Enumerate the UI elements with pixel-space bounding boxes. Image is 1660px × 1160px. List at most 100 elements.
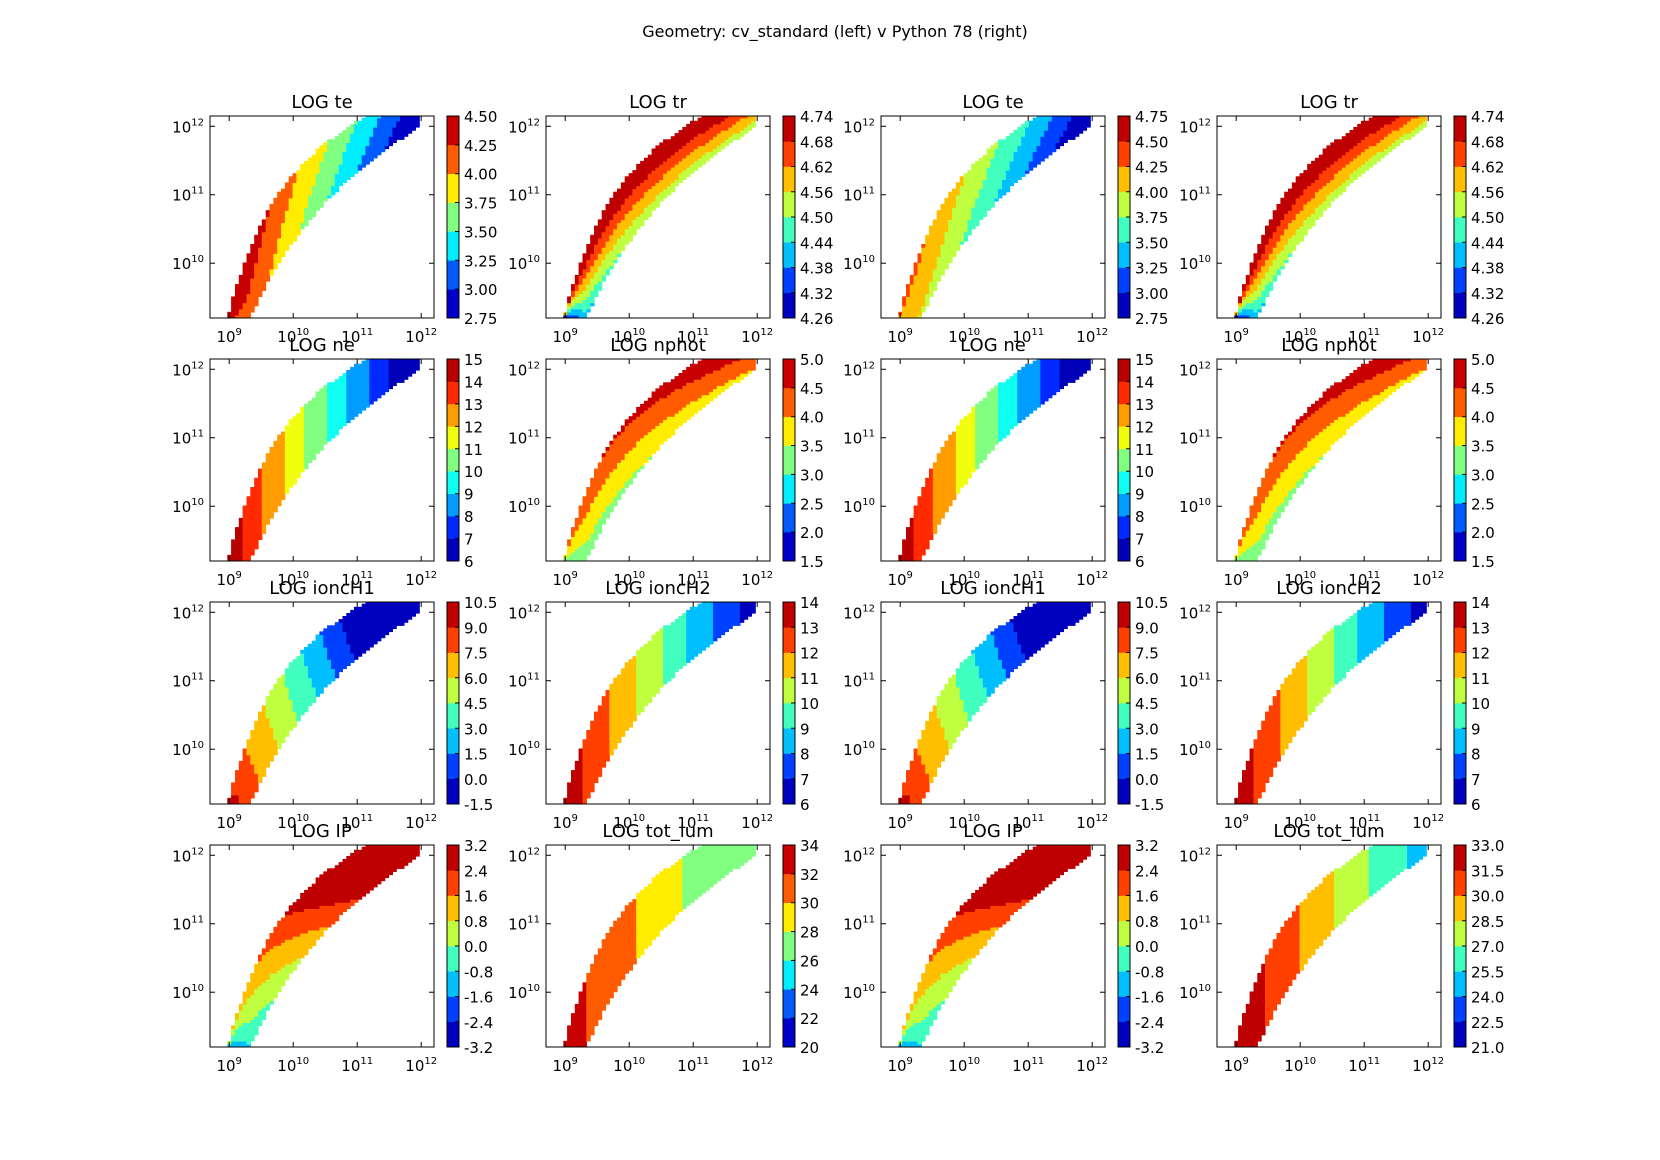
field-cell (982, 170, 988, 174)
field-cell (323, 179, 328, 183)
field-cell (1272, 237, 1278, 242)
field-cell (254, 299, 259, 304)
field-cell (921, 274, 926, 279)
field-cell (1245, 284, 1251, 288)
field-cell (670, 142, 676, 147)
field-cell (655, 170, 660, 174)
field-cell (346, 139, 351, 143)
field-cell (277, 194, 282, 199)
field-cell (334, 388, 340, 393)
field-cell (250, 247, 255, 251)
field-cell (1330, 182, 1335, 187)
field-cell (1334, 148, 1339, 153)
field-cell (296, 471, 301, 476)
field-cell (273, 440, 278, 445)
field-cell (281, 484, 286, 488)
field-cell (578, 277, 583, 282)
field-cell (1257, 281, 1262, 285)
field-cell (380, 117, 386, 122)
field-cell (936, 268, 942, 273)
field-cell (640, 173, 645, 177)
field-cell (273, 222, 278, 227)
field-cell (304, 425, 309, 430)
field-cell (1311, 204, 1316, 208)
field-cell (307, 179, 313, 183)
field-cell (1013, 154, 1018, 159)
field-cell (744, 105, 748, 109)
field-cell (1257, 274, 1262, 279)
field-cell (601, 274, 607, 279)
field-cell (1257, 308, 1262, 313)
field-cell (624, 200, 630, 205)
field-cell (659, 179, 664, 183)
field-cell (1086, 123, 1091, 128)
field-cell (736, 112, 740, 116)
field-cell (327, 416, 332, 420)
field-cell (242, 305, 247, 310)
field-cell (1063, 130, 1068, 134)
field-cell (284, 487, 290, 491)
field-cell (624, 231, 630, 236)
field-cell (643, 194, 649, 199)
field-cell (388, 139, 393, 143)
field-cell (1060, 109, 1064, 113)
field-cell (567, 299, 572, 304)
field-cell (265, 244, 271, 248)
field-cell (1261, 262, 1266, 267)
field-cell (617, 241, 622, 245)
field-cell (925, 234, 930, 239)
field-cell (1353, 151, 1358, 156)
field-cell (906, 311, 911, 316)
field-cell (1067, 105, 1071, 109)
field-cell (1051, 145, 1057, 150)
field-cell (590, 299, 595, 304)
field-cell (277, 440, 282, 445)
field-cell (311, 188, 317, 193)
field-cell (334, 157, 340, 162)
field-cell (571, 554, 576, 559)
field-cell (1338, 160, 1343, 165)
field-cell (594, 241, 599, 245)
field-cell (925, 259, 930, 264)
field-cell (590, 484, 595, 488)
field-cell (273, 450, 278, 454)
field-cell (605, 462, 610, 467)
field-cell (944, 265, 949, 270)
field-cell (1334, 163, 1339, 168)
field-cell (311, 213, 317, 217)
field-cell (300, 462, 305, 467)
field-cell (361, 391, 367, 396)
field-cell (1322, 176, 1327, 180)
field-cell (388, 127, 393, 131)
field-cell (597, 520, 603, 525)
field-cell (1311, 160, 1316, 165)
field-cell (667, 148, 672, 153)
field-cell (659, 167, 664, 171)
field-cell (235, 299, 240, 304)
field-cell (1280, 234, 1285, 239)
field-cell (959, 185, 965, 190)
field-cell (288, 228, 294, 233)
field-cell (663, 160, 668, 165)
field-cell (1368, 145, 1374, 150)
field-cell (273, 480, 278, 485)
field-cell (396, 359, 401, 362)
field-cell (369, 397, 374, 402)
field-cell (940, 271, 945, 276)
field-cell (713, 139, 718, 143)
field-cell (929, 271, 934, 276)
field-cell (613, 256, 618, 261)
field-cell (632, 207, 637, 211)
field-cell (1387, 123, 1393, 128)
field-cell (613, 499, 618, 504)
field-cell (578, 517, 583, 522)
field-cell (342, 406, 347, 411)
field-cell (354, 130, 359, 134)
y-tick-label: 1011 (172, 429, 204, 448)
field-cell (1002, 185, 1007, 190)
field-cell (365, 400, 370, 405)
field-cell (277, 480, 282, 485)
field-cell (246, 262, 251, 267)
field-cell (609, 234, 614, 239)
field-cell (246, 308, 251, 313)
